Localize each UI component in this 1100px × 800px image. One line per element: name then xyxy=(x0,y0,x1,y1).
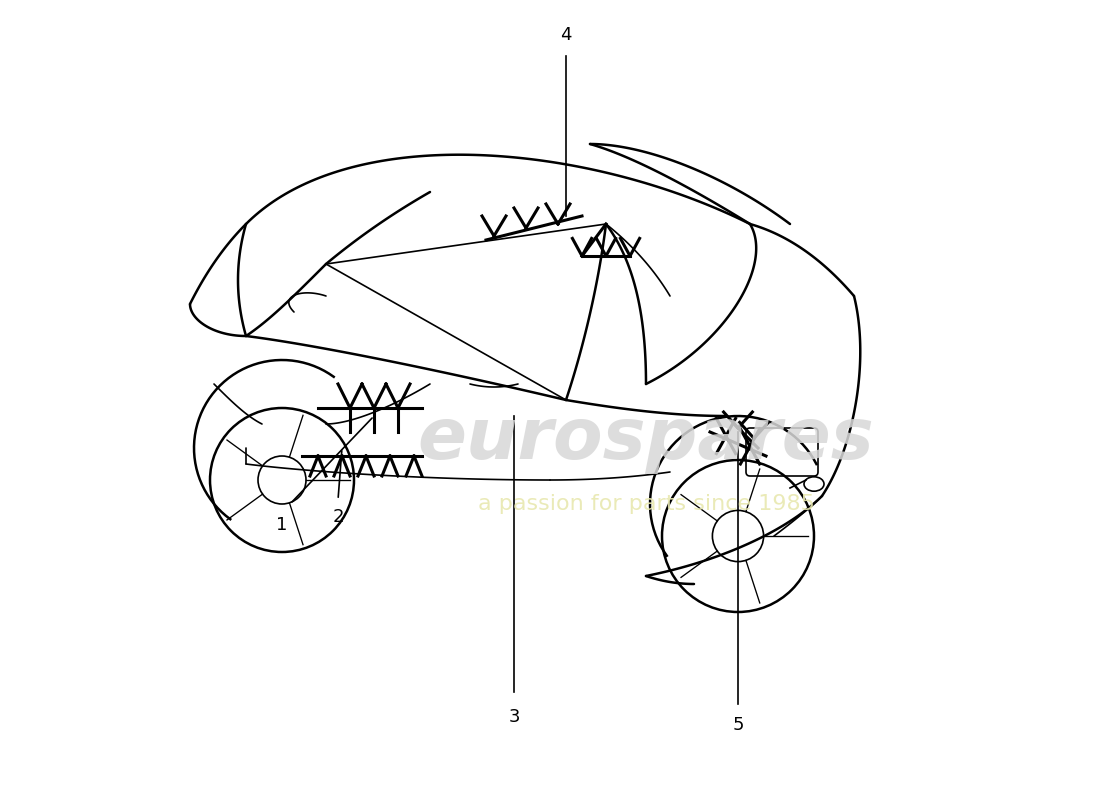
Text: 2: 2 xyxy=(332,508,343,526)
Text: 4: 4 xyxy=(560,26,572,44)
Text: 5: 5 xyxy=(733,716,744,734)
Text: eurospares: eurospares xyxy=(418,406,874,474)
Text: a passion for parts since 1985: a passion for parts since 1985 xyxy=(477,494,814,514)
Text: 1: 1 xyxy=(276,516,288,534)
Text: 3: 3 xyxy=(508,708,519,726)
